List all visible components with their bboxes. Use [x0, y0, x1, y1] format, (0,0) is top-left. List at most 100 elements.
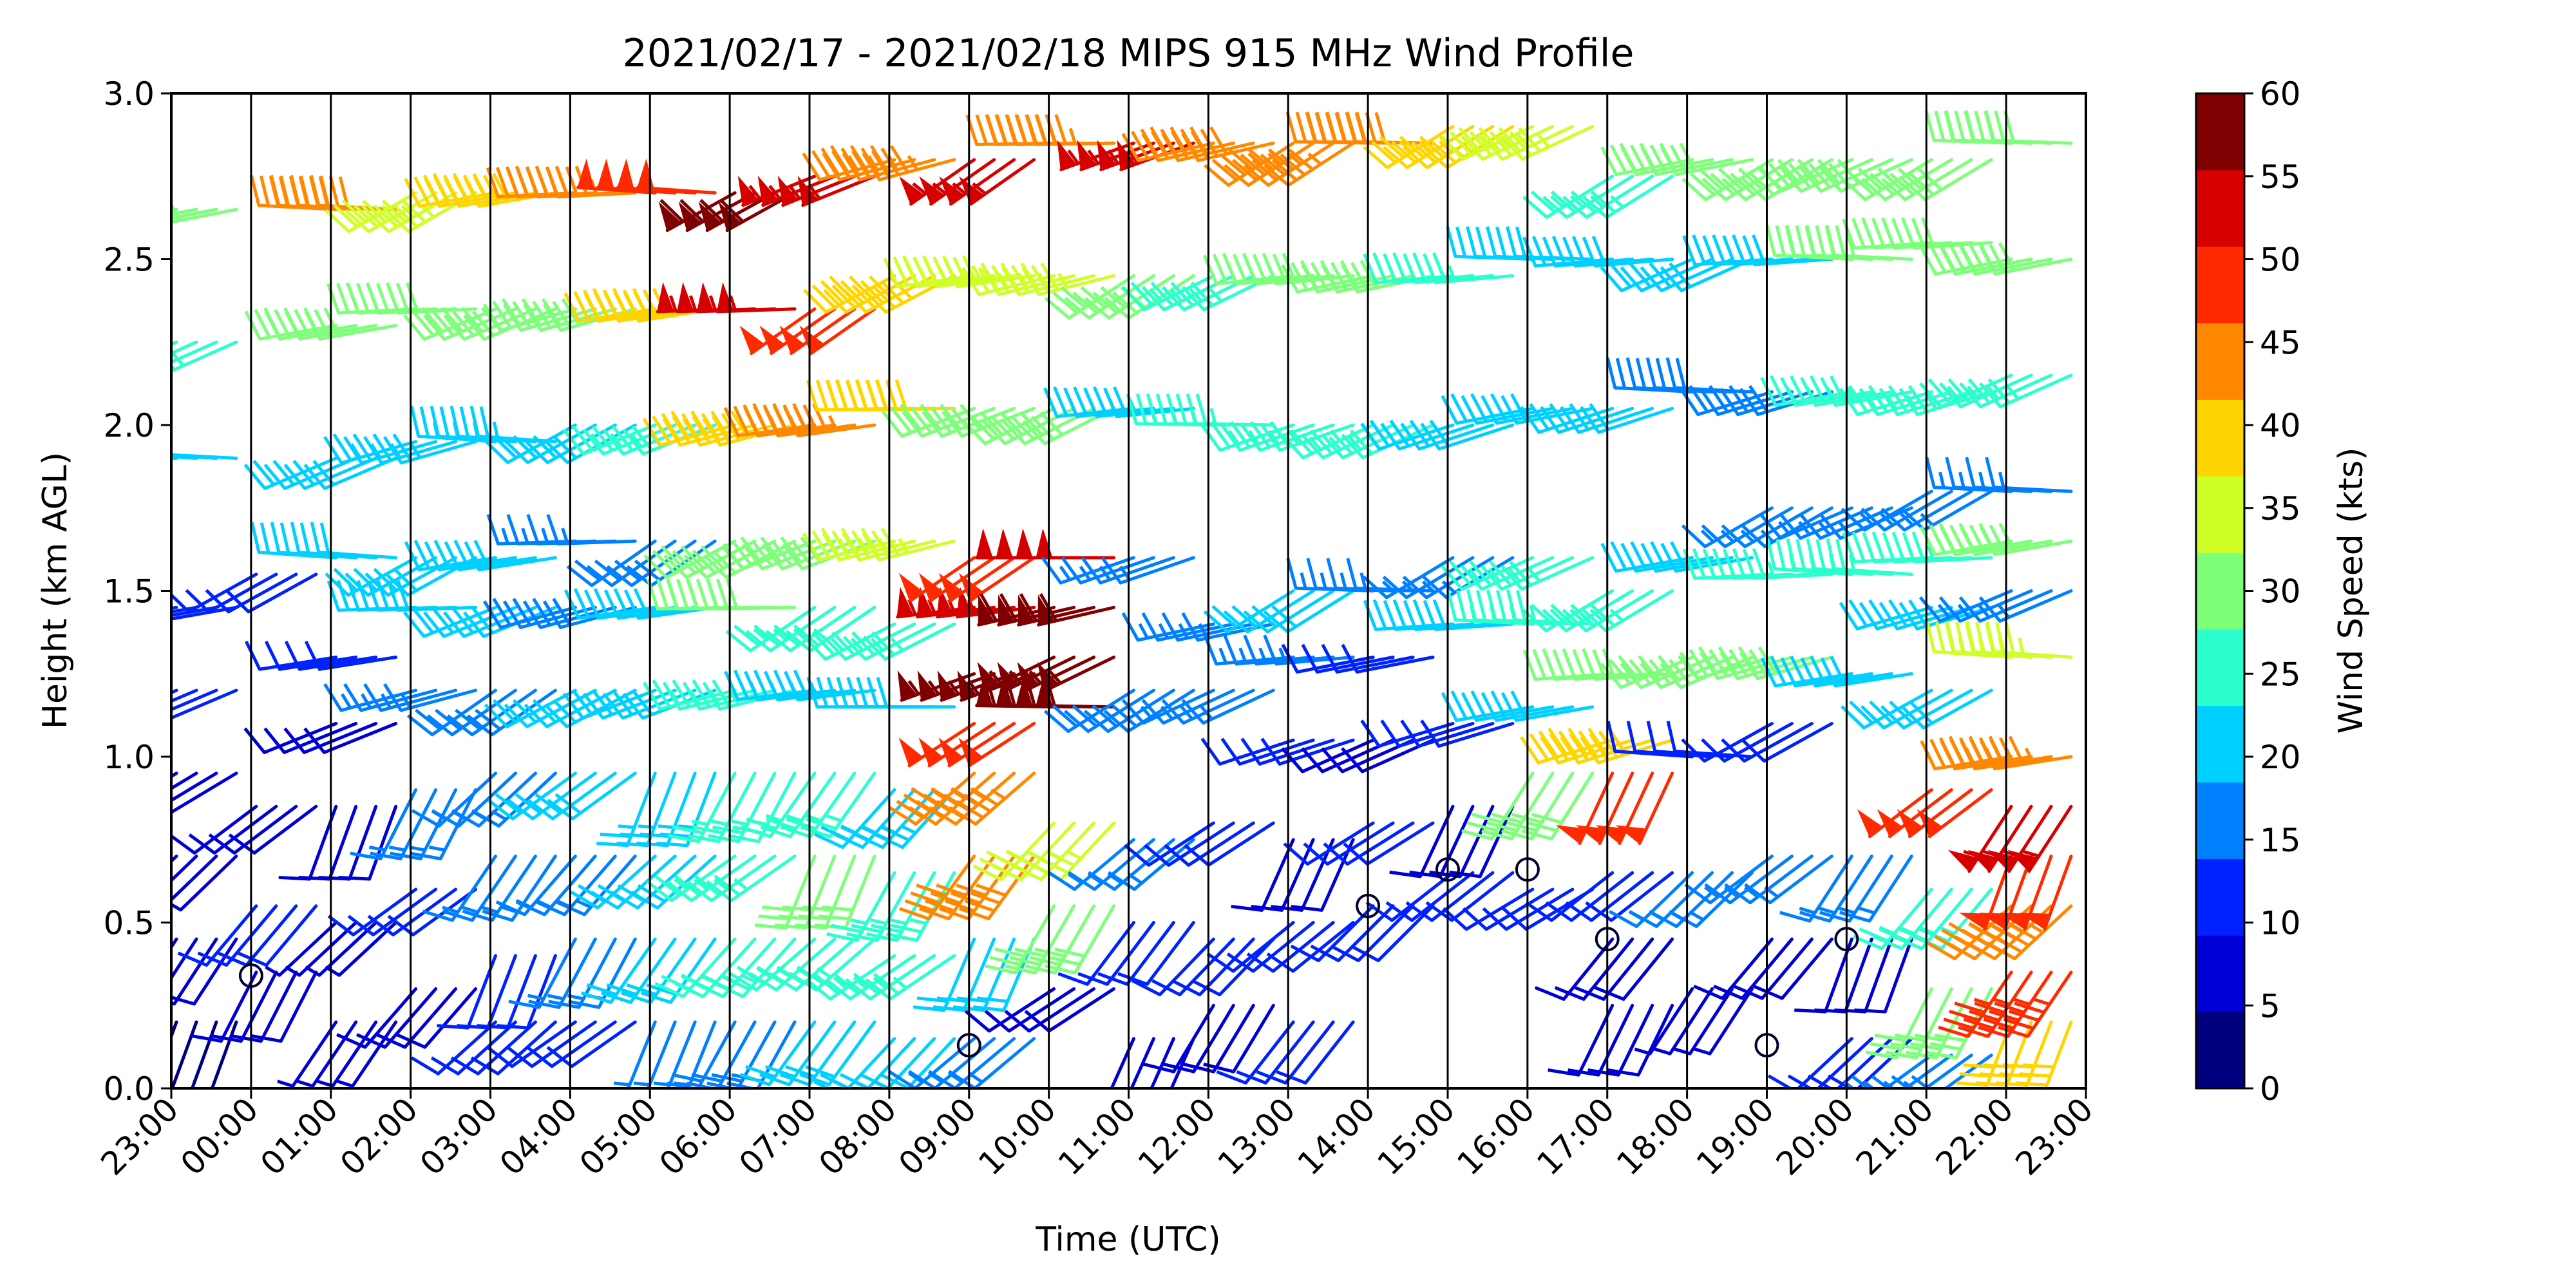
wind-barb [336, 1020, 398, 1088]
wind-barb [630, 855, 717, 910]
wind-barb [370, 788, 438, 860]
wind-barb [265, 921, 338, 977]
wind-barb [1480, 556, 1575, 591]
wind-barb [1151, 937, 1235, 997]
wind-barb [977, 656, 1056, 693]
wind-barb [1380, 719, 1475, 748]
wind-barb [502, 598, 597, 629]
wind-barb [616, 772, 677, 848]
wind-barb [210, 971, 278, 1043]
wind-barb [171, 937, 218, 1006]
colorbar-segment [2196, 782, 2244, 859]
colorbar-tick-label: 45 [2260, 324, 2301, 361]
wind-barb [171, 192, 238, 226]
wind-barb [318, 804, 378, 881]
wind-barb [304, 640, 398, 671]
wind-barb [1240, 737, 1335, 766]
colorbar-label: Wind Speed (kts) [2332, 448, 2371, 734]
wind-barb [1863, 1054, 1953, 1088]
x-tick-label: 07:00 [732, 1090, 824, 1182]
colorbar-segment [2196, 169, 2244, 247]
wind-barb [1281, 738, 1375, 773]
wind-barb [1938, 589, 2033, 623]
colorbar-segment [2196, 629, 2244, 706]
wind-barb [799, 307, 876, 355]
wind-barb [1947, 804, 2013, 873]
wind-barb [805, 954, 896, 1001]
wind-barb [596, 772, 657, 848]
wind-barb [171, 772, 238, 815]
wind-barb [1918, 589, 2013, 623]
wind-barb [1615, 772, 1674, 846]
wind-barb [1101, 556, 1195, 585]
wind-barb [1900, 158, 1993, 202]
wind-barb [208, 1020, 238, 1088]
wind-barb [171, 452, 238, 460]
wind-barb [797, 175, 876, 207]
wind-barb [546, 514, 637, 545]
wind-barbs-layer [171, 109, 2073, 1088]
wind-barb [1733, 937, 1814, 1000]
wind-barb [1587, 1003, 1654, 1077]
wind-barb [1600, 655, 1694, 689]
x-tick-label: 12:00 [1131, 1090, 1223, 1182]
wind-barb [1984, 109, 2073, 145]
wind-barb [1216, 1020, 1295, 1085]
wind-barb [2016, 1020, 2073, 1088]
wind-barb [1360, 419, 1455, 451]
hour-divider-lines [250, 93, 2007, 1088]
wind-barb [1839, 599, 1933, 630]
wind-barb [1077, 921, 1155, 986]
wind-barb [1579, 727, 1674, 764]
wind-barb [526, 514, 617, 545]
wind-barb [1694, 987, 1754, 1056]
wind-barb [1799, 855, 1873, 923]
wind-barb [997, 656, 1076, 693]
wind-barb [1820, 656, 1913, 688]
wind-barb [1883, 1054, 1973, 1088]
wind-barb [1461, 393, 1555, 425]
wind-barb [383, 433, 478, 465]
wind-barb [225, 573, 318, 614]
colorbar-tick-label: 55 [2260, 158, 2301, 196]
wind-barb [1400, 719, 1495, 748]
wind-barb [444, 540, 537, 572]
wind-barb [1461, 772, 1535, 841]
wind-barb [1574, 937, 1654, 1001]
wind-barb [1897, 788, 1973, 838]
wind-barb [995, 528, 1076, 560]
y-tick-label: 0.5 [103, 905, 155, 942]
wind-barb [800, 772, 876, 838]
wind-barb [1767, 1037, 1853, 1088]
wind-barb [384, 191, 478, 233]
colorbar-segment [2196, 323, 2244, 400]
wind-barb [363, 433, 458, 465]
wind-barb [171, 340, 198, 375]
wind-barb [283, 722, 378, 754]
wind-barb [243, 457, 338, 490]
wind-barb [1420, 719, 1515, 748]
wind-barb [1015, 528, 1096, 560]
wind-barb [243, 722, 338, 754]
wind-barb [740, 772, 817, 838]
wind-barb [688, 772, 757, 844]
wind-barb [803, 274, 896, 314]
x-tick-label: 19:00 [1689, 1090, 1781, 1182]
wind-barb [760, 772, 837, 838]
wind-barb [1440, 556, 1535, 591]
wind-barb [1243, 634, 1335, 666]
wind-barb [1260, 421, 1355, 452]
x-tick-label: 05:00 [573, 1090, 665, 1182]
wind-barb [938, 855, 1016, 921]
wind-barb [997, 593, 1076, 627]
wind-barb [457, 954, 517, 1030]
wind-barb [1520, 402, 1615, 434]
wind-barb [171, 340, 238, 375]
wind-barb [762, 536, 857, 571]
wind-barb [1609, 871, 1694, 929]
wind-barb [1939, 374, 2033, 409]
wind-barb [1859, 599, 1953, 630]
wind-barb [1380, 419, 1475, 451]
wind-barb [972, 937, 1036, 1012]
wind-barb [1959, 374, 2053, 409]
